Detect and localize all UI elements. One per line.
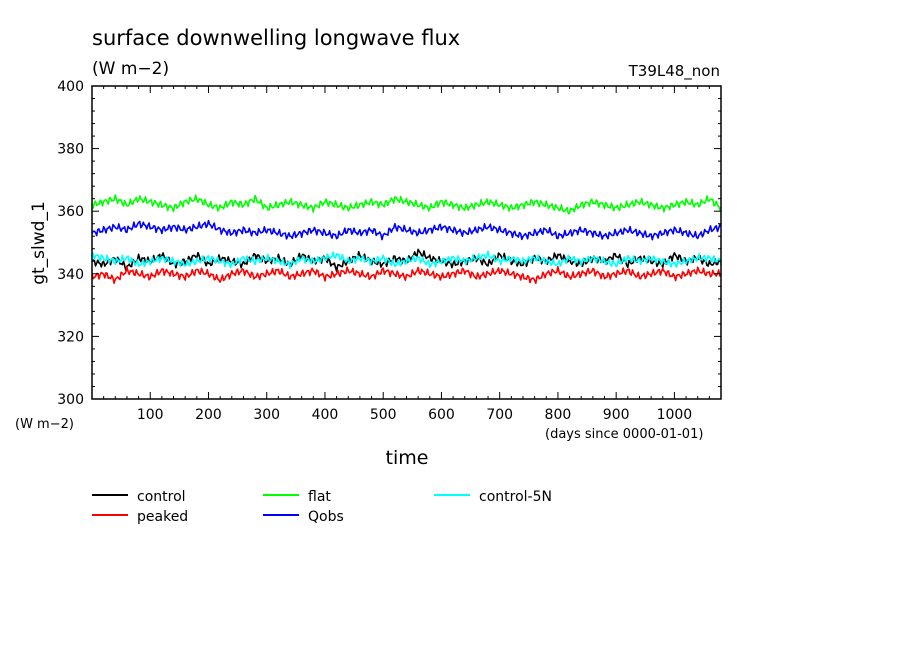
y-tick-label: 360 [57, 204, 84, 220]
y-tick-label: 380 [57, 142, 84, 158]
x-tick-label: 800 [545, 407, 572, 423]
x-units-label: (days since 0000-01-01) [545, 427, 703, 442]
legend-label-control-5N: control-5N [479, 489, 552, 505]
x-tick-label: 100 [137, 407, 164, 423]
x-tick-label: 300 [253, 407, 280, 423]
legend-label-peaked: peaked [137, 509, 188, 525]
y-units-label: (W m−2) [15, 417, 74, 432]
series-line-Qobs [91, 219, 722, 241]
legend-label-flat: flat [308, 489, 331, 505]
x-tick-label: 500 [370, 407, 397, 423]
x-tick-label: 200 [195, 407, 222, 423]
y-tick-label: 400 [57, 79, 84, 95]
series-line-flat [91, 194, 722, 215]
x-tick-label: 700 [486, 407, 513, 423]
series-line-control-5N [91, 250, 722, 270]
chart-title: surface downwelling longwave flux [92, 26, 460, 50]
ticks-layer: 100 200 300 400 500 600 700 800 900 1000 300 320 340… [57, 79, 721, 423]
y-tick-label: 320 [57, 329, 84, 345]
y-tick-label: 300 [57, 392, 84, 408]
legend: control peaked flat Qobs control-5N [92, 489, 552, 525]
series-layer [91, 194, 722, 285]
x-tick-label: 600 [428, 407, 455, 423]
series-line-peaked [91, 265, 722, 285]
legend-label-Qobs: Qobs [308, 509, 344, 525]
x-tick-label: 1000 [657, 407, 693, 423]
chart-subtitle: (W m−2) [92, 59, 169, 79]
run-label: T39L48_non [628, 62, 720, 81]
x-tick-label: 400 [312, 407, 339, 423]
y-tick-label: 340 [57, 267, 84, 283]
legend-label-control: control [137, 489, 186, 505]
y-axis-label: gt_slwd_1 [29, 201, 49, 285]
x-tick-label: 900 [603, 407, 630, 423]
x-axis-label: time [386, 447, 429, 469]
